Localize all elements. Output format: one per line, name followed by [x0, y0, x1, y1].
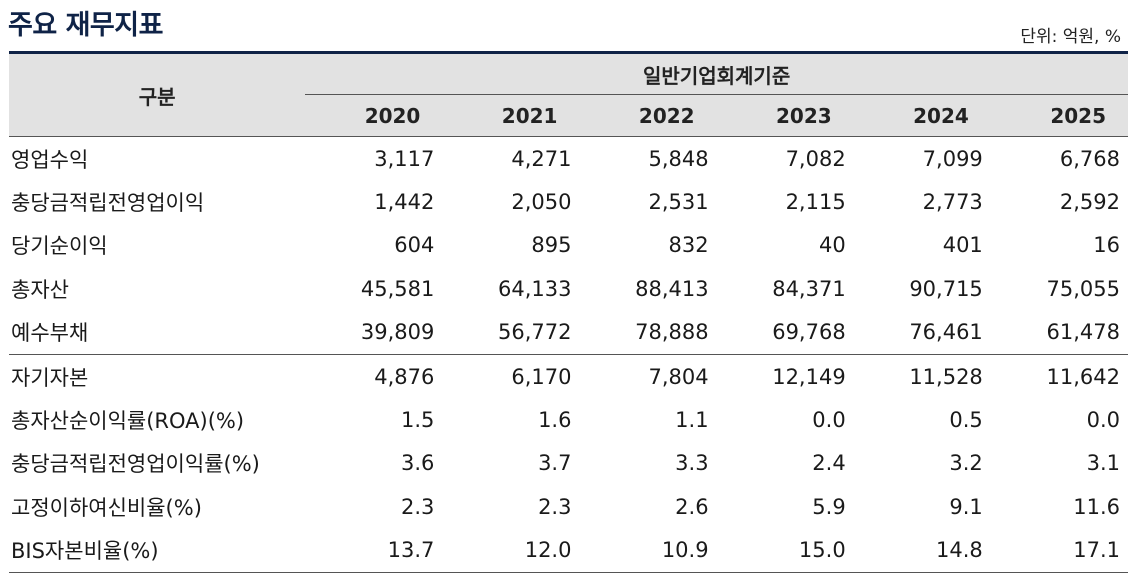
row-label: 총자산	[11, 278, 69, 303]
year-header: 2024	[853, 94, 991, 137]
unit-note: 단위: 억원, %	[1020, 27, 1121, 47]
row-label: 예수부채	[11, 321, 89, 346]
table-row: 고정이하여신비율(%) 2.3 2.3 2.6 5.9 9.1 11.6	[9, 485, 1128, 529]
value-cell: 6,768	[1059, 146, 1120, 171]
value-cell: 9.1	[949, 495, 983, 520]
value-cell: 11.6	[1073, 495, 1120, 520]
value-cell: 11,642	[990, 353, 1128, 399]
row-label: 총자산순이익률(ROA)(%)	[11, 408, 245, 433]
value-cell: 10.9	[579, 528, 717, 573]
value-cell: 1.5	[400, 407, 435, 432]
value-cell: 2,050	[511, 189, 572, 214]
value-cell: 69,768	[772, 320, 846, 345]
value-cell: 4,876	[305, 353, 443, 399]
value-cell: 0.0	[812, 407, 846, 432]
value-cell: 0.5	[949, 407, 983, 432]
row-label: 자기자본	[9, 353, 306, 399]
value-cell: 7,082	[785, 146, 846, 171]
value-cell: 2.4	[812, 451, 846, 476]
accounting-standard-header: 일반기업회계기준	[305, 51, 1128, 95]
value-cell: 78,888	[635, 320, 709, 345]
value-cell: 12.0	[442, 528, 580, 573]
value-cell: 75,055	[1046, 277, 1120, 302]
value-cell: 2.6	[675, 495, 709, 520]
value-cell: 7,099	[922, 146, 983, 171]
value-cell: 88,413	[635, 277, 709, 302]
value-cell: 90,715	[909, 277, 983, 302]
value-cell: 3.6	[400, 451, 435, 476]
year-header: 2023	[716, 94, 854, 137]
value-cell: 5.9	[812, 495, 846, 520]
value-cell: 16	[1093, 233, 1120, 258]
table-body: 영업수익 3,117 4,271 5,848 7,082 7,099 6,768 충당금적립전…	[9, 137, 1128, 573]
value-cell: 45,581	[360, 277, 435, 302]
value-cell: 1.1	[675, 407, 709, 432]
value-cell: 832	[668, 233, 709, 258]
value-cell: 2,531	[648, 189, 709, 214]
table-row: 충당금적립전영업이익률(%) 3.6 3.7 3.3 2.4 3.2 3.1	[9, 442, 1128, 486]
value-cell: 14.8	[853, 528, 991, 573]
value-cell: 895	[531, 233, 572, 258]
table-row: 당기순이익 604 895 832 40 401 16	[9, 224, 1128, 268]
year-header: 2025	[990, 94, 1128, 137]
row-label: 충당금적립전영업이익률(%)	[11, 452, 260, 477]
value-cell: 7,804	[579, 353, 717, 399]
value-cell: 2,773	[922, 189, 983, 214]
value-cell: 3,117	[374, 146, 435, 171]
table-row: 자기자본 4,876 6,170 7,804 12,149 11,528 11,642	[9, 353, 1128, 399]
value-cell: 17.1	[990, 528, 1128, 573]
value-cell: 15.0	[716, 528, 854, 573]
row-label: BIS자본비율(%)	[9, 528, 306, 573]
value-cell: 401	[942, 233, 983, 258]
value-cell: 2,592	[1059, 189, 1120, 214]
value-cell: 3.1	[1086, 451, 1120, 476]
value-cell: 2.3	[538, 495, 572, 520]
row-label: 고정이하여신비율(%)	[11, 496, 202, 521]
value-cell: 11,528	[853, 353, 991, 399]
table-row: 예수부채 39,809 56,772 78,888 69,768 76,461 61,478	[9, 311, 1128, 355]
table-row: 총자산순이익률(ROA)(%) 1.5 1.6 1.1 0.0 0.5 0.0	[9, 398, 1128, 442]
value-cell: 56,772	[497, 320, 572, 345]
value-cell: 4,271	[511, 146, 572, 171]
value-cell: 3.3	[675, 451, 709, 476]
year-header: 2021	[442, 94, 580, 137]
value-cell: 2.3	[400, 495, 435, 520]
value-cell: 13.7	[305, 528, 443, 573]
value-cell: 76,461	[909, 320, 983, 345]
row-label: 영업수익	[11, 147, 89, 172]
table-row: 영업수익 3,117 4,271 5,848 7,082 7,099 6,768	[9, 137, 1128, 181]
value-cell: 604	[394, 233, 435, 258]
value-cell: 6,170	[442, 353, 580, 399]
year-header: 2022	[579, 94, 717, 137]
year-header: 2020	[305, 94, 443, 137]
table-row: 충당금적립전영업이익 1,442 2,050 2,531 2,115 2,773 2,592	[9, 180, 1128, 224]
category-header: 구분	[9, 51, 306, 137]
value-cell: 1.6	[538, 407, 572, 432]
value-cell: 3.2	[949, 451, 983, 476]
value-cell: 64,133	[497, 277, 572, 302]
financial-indicators-table: 구분 일반기업회계기준 2020 2021 2022 2023 2024 2025 영업수…	[9, 51, 1128, 573]
page-title: 주요 재무지표	[8, 10, 163, 41]
value-cell: 40	[818, 233, 846, 258]
value-cell: 5,848	[648, 146, 709, 171]
value-cell: 0.0	[1086, 407, 1120, 432]
table-row: BIS자본비율(%) 13.7 12.0 10.9 15.0 14.8 17.1	[9, 528, 1128, 573]
value-cell: 3.7	[538, 451, 572, 476]
value-cell: 2,115	[785, 189, 846, 214]
value-cell: 39,809	[360, 320, 435, 345]
value-cell: 1,442	[374, 189, 435, 214]
value-cell: 61,478	[1046, 320, 1120, 345]
table-row: 총자산 45,581 64,133 88,413 84,371 90,715 75,055	[9, 267, 1128, 311]
value-cell: 84,371	[772, 277, 846, 302]
row-label: 충당금적립전영업이익	[11, 190, 205, 215]
value-cell: 12,149	[716, 353, 854, 399]
row-label: 당기순이익	[11, 234, 108, 259]
